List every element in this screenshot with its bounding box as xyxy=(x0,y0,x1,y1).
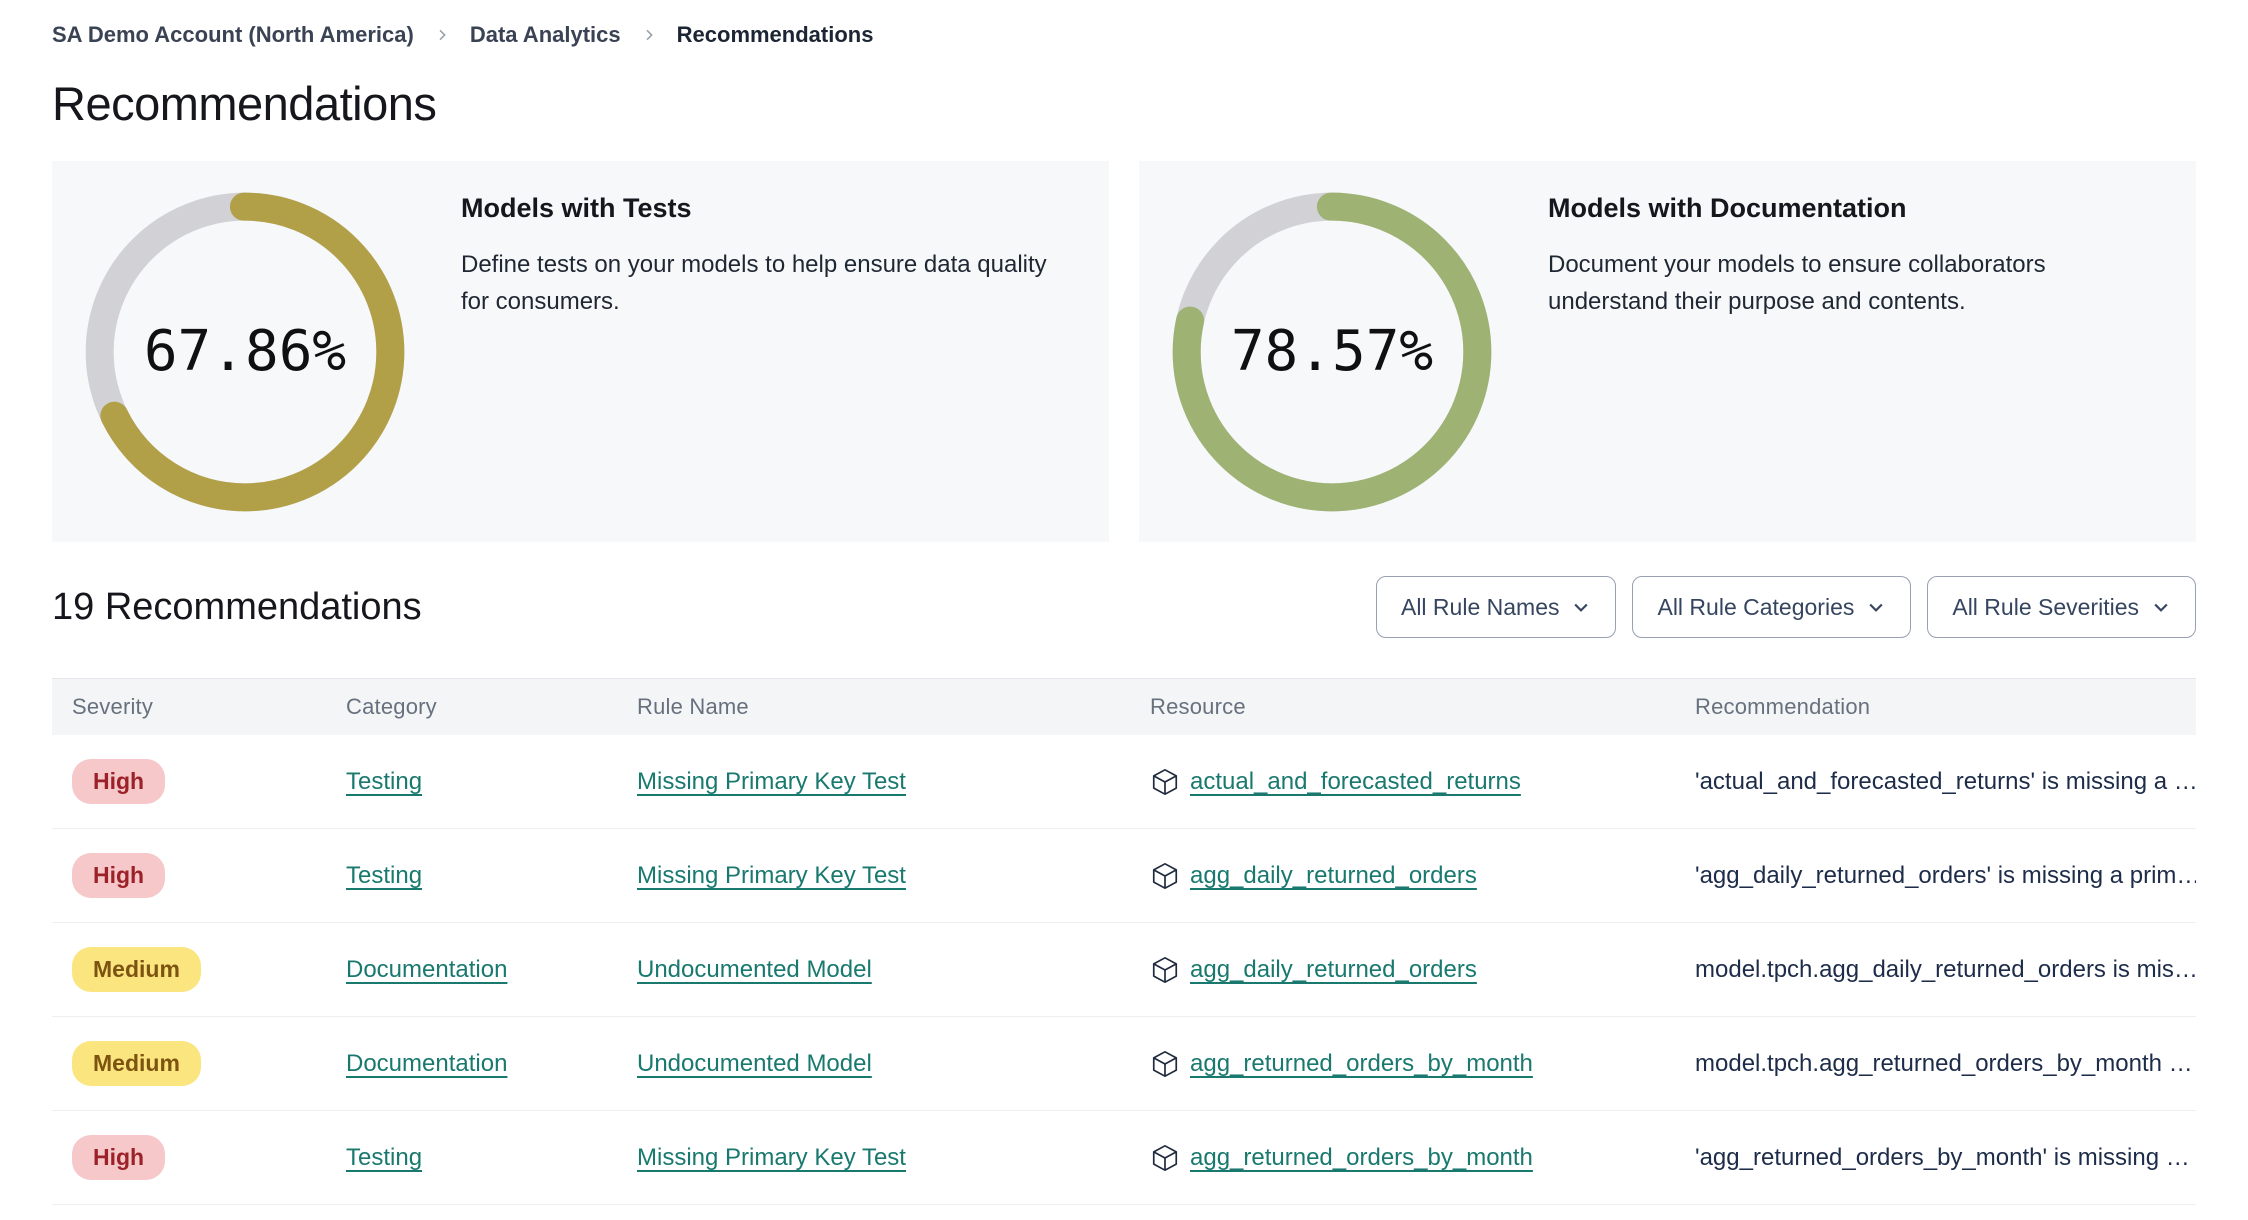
resource-cell: agg_returned_orders_by_month xyxy=(1150,1049,1695,1079)
category-link[interactable]: Testing xyxy=(346,861,423,889)
column-header-rule-name: Rule Name xyxy=(637,694,749,719)
column-header-recommendation: Recommendation xyxy=(1695,694,1871,719)
resource-link[interactable]: actual_and_forecasted_returns xyxy=(1190,767,1521,795)
category-cell: Testing xyxy=(346,1144,637,1172)
category-link[interactable]: Documentation xyxy=(346,1049,508,1077)
resource-cell: actual_and_forecasted_returns xyxy=(1150,767,1695,797)
table-header-row: Severity Category Rule Name Resource Rec… xyxy=(52,679,2196,735)
recommendations-table: Severity Category Rule Name Resource Rec… xyxy=(52,678,2196,1205)
breadcrumb-account[interactable]: SA Demo Account (North America) xyxy=(52,22,414,47)
chevron-right-icon xyxy=(434,27,450,43)
category-link[interactable]: Documentation xyxy=(346,955,508,983)
category-cell: Documentation xyxy=(346,1050,637,1078)
models-with-tests-card: 67.86% Models with Tests Define tests on… xyxy=(52,161,1109,542)
docs-card-text: Models with Documentation Document your … xyxy=(1548,161,2156,320)
rule-name-link[interactable]: Undocumented Model xyxy=(637,955,872,983)
rule-severities-filter-label: All Rule Severities xyxy=(1952,593,2139,620)
chevron-down-icon xyxy=(2154,603,2168,612)
rule-name-cell: Undocumented Model xyxy=(637,1050,1150,1078)
resource-link[interactable]: agg_returned_orders_by_month xyxy=(1190,1049,1533,1077)
recommendation-text: 'agg_returned_orders_by_month' is missin… xyxy=(1695,1143,2190,1171)
docs-coverage-donut: 78.57% xyxy=(1172,192,1492,512)
severity-badge: Medium xyxy=(72,947,201,992)
rule-name-cell: Undocumented Model xyxy=(637,956,1150,984)
resource-cell: agg_daily_returned_orders xyxy=(1150,955,1695,985)
recommendation-text: 'agg_daily_returned_orders' is missing a… xyxy=(1695,861,2196,889)
severity-cell: High xyxy=(72,853,346,898)
severity-badge: Medium xyxy=(72,1041,201,1086)
column-header-category: Category xyxy=(346,694,437,719)
tests-coverage-percent: 67.86% xyxy=(143,319,347,384)
recommendation-text: model.tpch.agg_daily_returned_orders is … xyxy=(1695,955,2196,983)
docs-coverage-percent: 78.57% xyxy=(1230,319,1434,384)
severity-badge: High xyxy=(72,1135,166,1180)
rule-names-filter[interactable]: All Rule Names xyxy=(1375,576,1617,638)
chevron-down-icon xyxy=(1574,603,1589,612)
severity-cell: High xyxy=(72,759,346,804)
chevron-right-icon xyxy=(641,27,657,43)
donut-chart xyxy=(1172,192,1492,511)
rule-name-link[interactable]: Missing Primary Key Test xyxy=(637,861,906,889)
rule-name-link[interactable]: Missing Primary Key Test xyxy=(637,767,906,795)
column-header-resource: Resource xyxy=(1150,694,1246,719)
table-row: Medium Documentation Undocumented Model … xyxy=(52,923,2196,1017)
severity-badge: High xyxy=(72,759,166,804)
model-cube-icon xyxy=(1152,768,1178,795)
breadcrumb: SA Demo Account (North America) Data Ana… xyxy=(52,0,2196,48)
tests-coverage-donut: 67.86% xyxy=(85,192,405,512)
table-row: High Testing Missing Primary Key Test ag… xyxy=(52,1111,2196,1205)
category-link[interactable]: Testing xyxy=(346,767,423,795)
rule-name-link[interactable]: Missing Primary Key Test xyxy=(637,1143,906,1171)
model-cube-icon xyxy=(1152,1144,1178,1171)
chevron-down-icon xyxy=(1869,603,1883,612)
rule-categories-filter[interactable]: All Rule Categories xyxy=(1632,576,1912,638)
severity-cell: Medium xyxy=(72,947,346,992)
table-row: High Testing Missing Primary Key Test ag… xyxy=(52,829,2196,923)
table-row: High Testing Missing Primary Key Test ac… xyxy=(52,735,2196,829)
tests-card-description: Define tests on your models to help ensu… xyxy=(461,251,1047,315)
resource-link[interactable]: agg_daily_returned_orders xyxy=(1190,955,1477,983)
severity-badge: High xyxy=(72,853,166,898)
resource-link[interactable]: agg_returned_orders_by_month xyxy=(1190,1143,1533,1171)
recommendations-count: 19 Recommendations xyxy=(52,585,422,628)
rule-name-cell: Missing Primary Key Test xyxy=(637,768,1150,796)
recommendation-text: model.tpch.agg_returned_orders_by_month … xyxy=(1695,1049,2193,1077)
breadcrumb-current: Recommendations xyxy=(676,22,874,47)
rule-name-link[interactable]: Undocumented Model xyxy=(637,1049,872,1077)
model-cube-icon xyxy=(1152,1050,1178,1077)
table-row: Medium Documentation Undocumented Model … xyxy=(52,1017,2196,1111)
models-with-documentation-card: 78.57% Models with Documentation Documen… xyxy=(1139,161,2196,542)
rule-severities-filter[interactable]: All Rule Severities xyxy=(1927,576,2196,638)
tests-card-title: Models with Tests xyxy=(461,193,692,223)
tests-card-text: Models with Tests Define tests on your m… xyxy=(461,161,1069,320)
docs-card-description: Document your models to ensure collabora… xyxy=(1548,251,2046,315)
filter-bar: All Rule Names All Rule Categories All R… xyxy=(1375,576,2196,638)
category-cell: Testing xyxy=(346,862,637,890)
column-header-severity: Severity xyxy=(72,694,154,719)
summary-cards: 67.86% Models with Tests Define tests on… xyxy=(52,161,2196,542)
rule-name-cell: Missing Primary Key Test xyxy=(637,862,1150,890)
docs-card-title: Models with Documentation xyxy=(1548,193,1907,223)
severity-cell: Medium xyxy=(72,1041,346,1086)
category-cell: Testing xyxy=(346,768,637,796)
resource-cell: agg_returned_orders_by_month xyxy=(1150,1143,1695,1173)
rule-name-cell: Missing Primary Key Test xyxy=(637,1144,1150,1172)
resource-link[interactable]: agg_daily_returned_orders xyxy=(1190,861,1477,889)
category-cell: Documentation xyxy=(346,956,637,984)
model-cube-icon xyxy=(1152,862,1178,889)
rule-categories-filter-label: All Rule Categories xyxy=(1657,593,1855,620)
recommendation-text: 'actual_and_forecasted_returns' is missi… xyxy=(1695,767,2196,795)
severity-cell: High xyxy=(72,1135,346,1180)
category-link[interactable]: Testing xyxy=(346,1143,423,1171)
resource-cell: agg_daily_returned_orders xyxy=(1150,861,1695,891)
list-header: 19 Recommendations All Rule Names All Ru… xyxy=(52,576,2196,638)
model-cube-icon xyxy=(1152,956,1178,983)
rule-names-filter-label: All Rule Names xyxy=(1400,593,1560,620)
donut-chart xyxy=(85,192,405,511)
page-title: Recommendations xyxy=(52,77,437,130)
breadcrumb-project[interactable]: Data Analytics xyxy=(469,22,621,47)
table-body: High Testing Missing Primary Key Test ac… xyxy=(52,735,2196,1205)
